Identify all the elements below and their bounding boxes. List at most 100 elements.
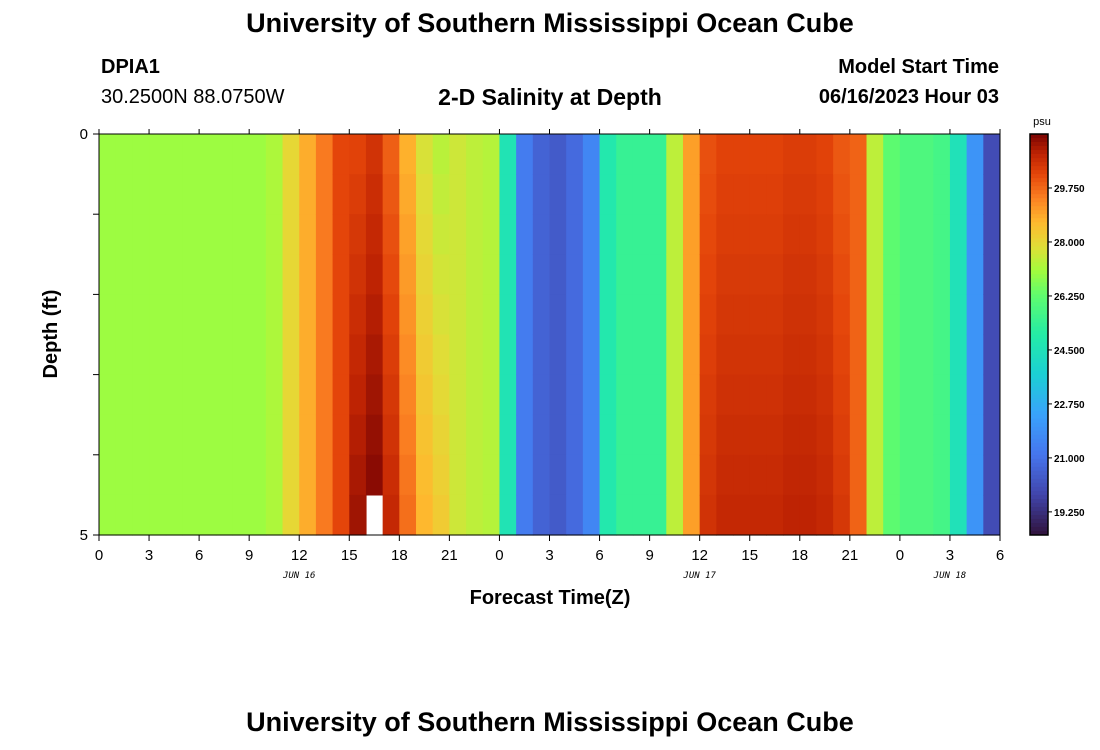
- heatmap-cell: [432, 294, 450, 336]
- heatmap-cell: [666, 214, 684, 255]
- colorbar-swatch: [1030, 422, 1048, 428]
- heatmap-cell: [549, 414, 567, 456]
- heatmap-cell: [182, 134, 200, 175]
- heatmap-cell: [299, 254, 317, 295]
- heatmap-cell: [199, 254, 217, 295]
- x-tick-label: 0: [95, 547, 103, 564]
- heatmap-cell: [199, 494, 217, 536]
- heatmap-cell: [232, 134, 250, 175]
- heatmap-cell: [716, 254, 734, 295]
- heatmap-cell: [833, 374, 851, 416]
- heatmap-cell: [165, 454, 184, 496]
- heatmap-cell: [733, 454, 751, 496]
- heatmap-cell: [649, 374, 667, 416]
- heatmap-cell: [549, 134, 567, 175]
- heatmap-cell: [599, 174, 617, 215]
- heatmap-cell: [632, 334, 651, 376]
- heatmap-cell: [849, 414, 868, 456]
- heatmap-cell: [899, 134, 918, 175]
- heatmap-cell: [99, 214, 117, 255]
- heatmap-cell: [182, 254, 200, 295]
- heatmap-cell: [816, 174, 834, 215]
- colorbar-swatch: [1030, 282, 1048, 287]
- colorbar-swatch: [1030, 238, 1048, 243]
- heatmap-cell: [449, 294, 467, 336]
- heatmap-cell: [799, 494, 818, 536]
- heatmap-cell: [416, 334, 434, 376]
- heatmap-cell: [99, 134, 117, 175]
- heatmap-cell: [399, 294, 417, 336]
- heatmap-cell: [766, 134, 784, 175]
- colorbar-swatch: [1030, 174, 1048, 179]
- heatmap-cell: [532, 374, 551, 416]
- heatmap-cell: [799, 174, 818, 215]
- heatmap-cell: [599, 494, 617, 536]
- x-tick-label: 6: [996, 547, 1004, 564]
- heatmap-cell: [716, 414, 734, 456]
- heatmap-cell: [766, 334, 784, 376]
- colorbar-swatch: [1030, 202, 1048, 207]
- colorbar-swatch: [1030, 314, 1048, 319]
- heatmap-cell: [516, 494, 534, 536]
- heatmap-cell: [416, 414, 434, 456]
- heatmap-cell: [766, 374, 784, 416]
- heatmap-cell: [699, 214, 717, 255]
- heatmap-cell: [582, 294, 601, 336]
- colorbar-swatch: [1030, 462, 1048, 468]
- heatmap-cell: [132, 334, 150, 376]
- heatmap-cell: [466, 134, 484, 175]
- heatmap-cell: [899, 254, 918, 295]
- heatmap-cell: [833, 494, 851, 536]
- heatmap-cell: [749, 454, 768, 496]
- heatmap-cell: [399, 254, 417, 295]
- heatmap-cell: [733, 494, 751, 536]
- colorbar-swatch: [1030, 414, 1048, 420]
- colorbar-swatch: [1030, 214, 1048, 219]
- heatmap-cell: [966, 214, 984, 255]
- heatmap-cell: [949, 454, 968, 496]
- colorbar-swatch: [1030, 382, 1048, 388]
- heatmap-cell: [199, 294, 217, 336]
- heatmap-cell: [682, 214, 701, 255]
- heatmap-cell: [482, 254, 501, 295]
- heatmap-cell: [799, 214, 818, 255]
- heatmap-cell: [382, 374, 400, 416]
- colorbar-unit: psu: [1033, 116, 1051, 128]
- heatmap-cell: [232, 254, 250, 295]
- heatmap-cell: [883, 174, 901, 215]
- heatmap-cell: [265, 374, 284, 416]
- heatmap-cell: [249, 294, 267, 336]
- colorbar-swatch: [1030, 362, 1048, 368]
- heatmap-cell: [783, 454, 801, 496]
- colorbar-swatch: [1030, 178, 1048, 183]
- colorbar-swatch: [1030, 466, 1048, 472]
- heatmap-cell: [215, 494, 234, 536]
- heatmap-cell: [766, 254, 784, 295]
- model-start-value: 06/16/2023 Hour 03: [818, 86, 999, 108]
- heatmap-cell: [983, 414, 1000, 456]
- heatmap-cell: [799, 134, 818, 175]
- heatmap-cell: [315, 254, 334, 295]
- heatmap-cell: [149, 294, 167, 336]
- heatmap-cell: [449, 494, 467, 536]
- heatmap-cell: [132, 454, 150, 496]
- colorbar-swatch: [1030, 150, 1048, 155]
- heatmap-cell: [349, 334, 367, 376]
- heatmap-cell: [315, 134, 334, 175]
- heatmap-cell: [532, 134, 551, 175]
- heatmap-cell: [799, 254, 818, 295]
- colorbar-ticks: 29.750 28.000 26.250 24.500 22.750 21.000 19.2…: [1048, 184, 1085, 519]
- heatmap-cell: [365, 454, 384, 496]
- heatmap-cell: [516, 134, 534, 175]
- heatmap-cell: [382, 414, 400, 456]
- heatmap-cell: [649, 294, 667, 336]
- colorbar-swatch: [1030, 142, 1048, 147]
- colorbar-swatch: [1030, 306, 1048, 311]
- heatmap-cell: [365, 174, 384, 215]
- heatmap-cell: [783, 134, 801, 175]
- heatmap-cell: [315, 454, 334, 496]
- heatmap-cell: [182, 494, 200, 536]
- heatmap-cell: [632, 494, 651, 536]
- heatmap-cell: [466, 374, 484, 416]
